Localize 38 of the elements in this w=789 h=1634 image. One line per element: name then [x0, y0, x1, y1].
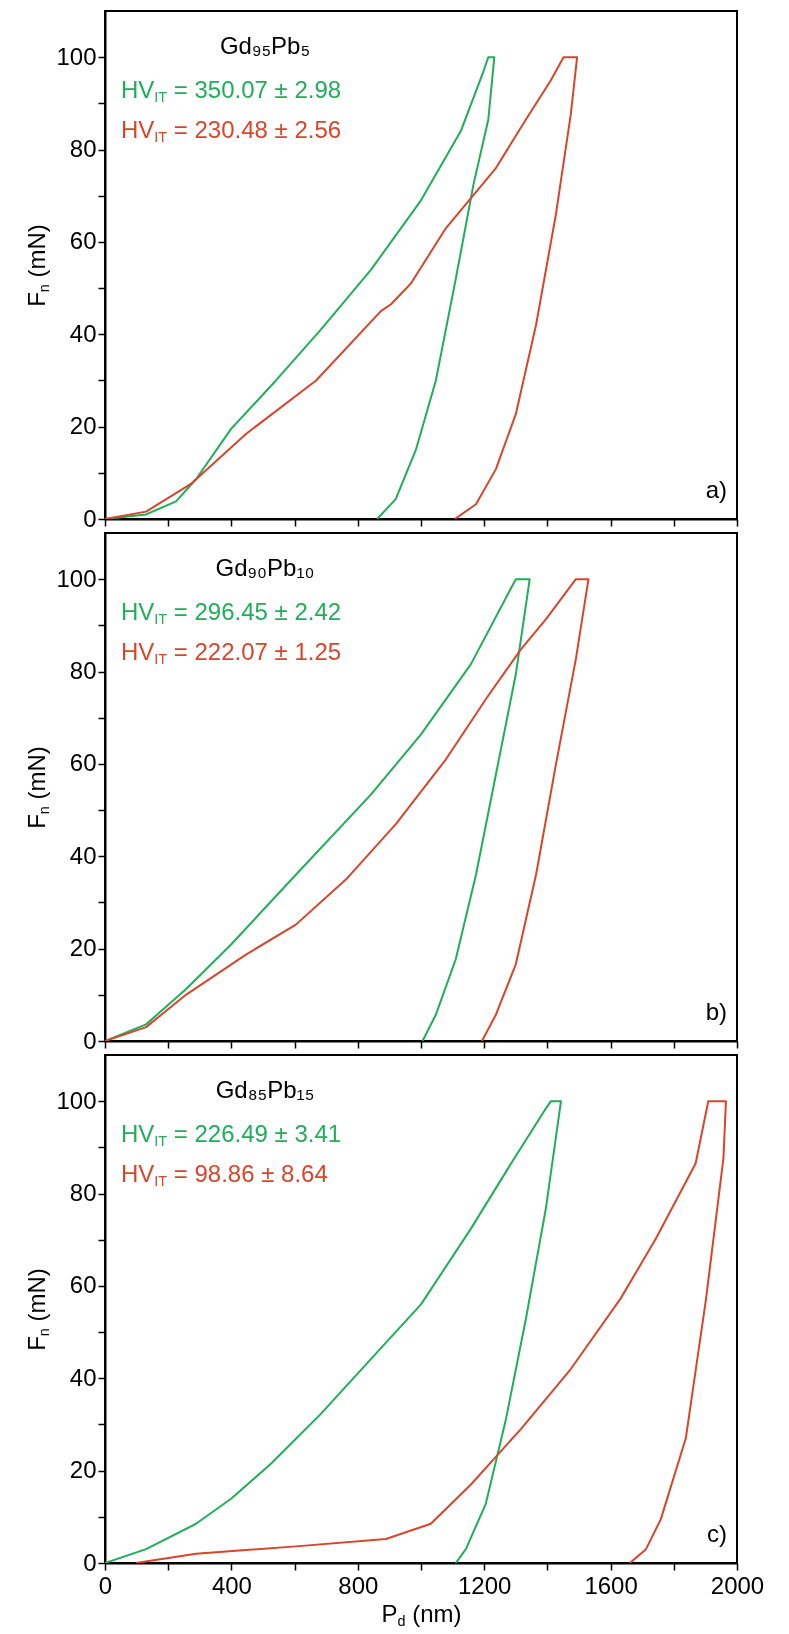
y-tick-label: 60 — [69, 227, 97, 255]
text: Gd₉₅Pb₅ — [219, 32, 311, 59]
y-tick-label: 80 — [69, 135, 97, 163]
line-series — [105, 1100, 562, 1563]
text: HV$_{IT}$ = 296.45 ± 2.42 — [121, 598, 342, 627]
y-tick-label: 0 — [83, 1026, 97, 1054]
x-axis-title: P$_{d}$ (nm) — [381, 1599, 462, 1628]
annotation: c) — [707, 1520, 727, 1547]
y-tick-label: 40 — [69, 319, 97, 347]
x-tick-label: 1600 — [584, 1571, 638, 1599]
x-tick-label: 800 — [338, 1571, 379, 1599]
y-tick-label: 40 — [69, 841, 97, 869]
text: HV$_{IT}$ = 98.86 ± 8.64 — [121, 1160, 328, 1189]
text: Gd₈₅Pb₁₅ — [215, 1076, 315, 1103]
y-tick-label: 100 — [56, 1086, 97, 1114]
y-tick-label: 20 — [69, 934, 97, 962]
y-tick-label: 100 — [56, 42, 97, 70]
y-tick-label: 80 — [69, 657, 97, 685]
y-tick-label: 80 — [69, 1179, 97, 1207]
y-tick-label: 100 — [56, 564, 97, 592]
x-tick-label: 2000 — [710, 1571, 765, 1599]
line-series — [105, 56, 579, 519]
text: HV$_{IT}$ = 222.07 ± 1.25 — [121, 638, 342, 667]
text: HV$_{IT}$ = 350.07 ± 2.98 — [121, 76, 342, 105]
y-tick-label: 0 — [83, 504, 97, 532]
y-tick-label: 20 — [69, 412, 97, 440]
text: HV$_{IT}$ = 230.48 ± 2.56 — [121, 116, 342, 145]
y-tick-label: 20 — [69, 1456, 97, 1484]
y-tick-label: 0 — [83, 1548, 97, 1576]
annotation: b) — [705, 998, 727, 1025]
text: HV$_{IT}$ = 226.49 ± 3.41 — [121, 1120, 342, 1149]
y-tick-label: 60 — [69, 1271, 97, 1299]
annotation: a) — [705, 476, 727, 503]
y-tick-label: 60 — [69, 749, 97, 777]
text: Gd₉₀Pb₁₀ — [215, 554, 315, 581]
y-tick-label: 40 — [69, 1363, 97, 1391]
x-tick-label: 400 — [211, 1571, 252, 1599]
x-tick-label: 1200 — [458, 1571, 512, 1599]
